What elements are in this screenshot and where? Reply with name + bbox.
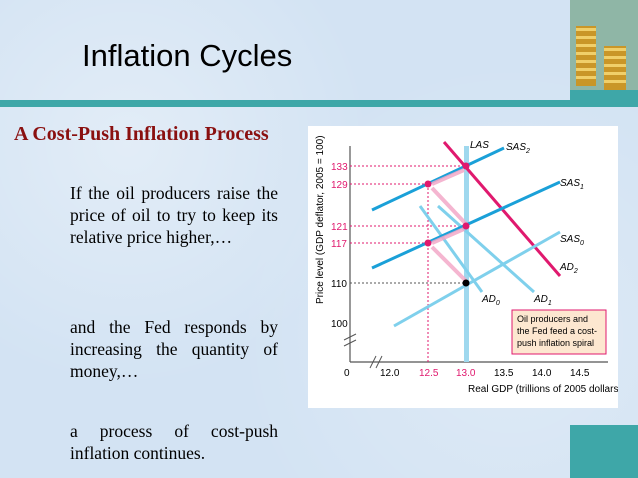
y-tick-133: 133: [331, 162, 348, 173]
paragraph-conclusion: a process of cost-push inflation continu…: [70, 421, 278, 463]
coin-stack-left: [576, 26, 596, 86]
note-line-3: push inflation spiral: [517, 338, 594, 348]
ad0-curve: [418, 205, 484, 293]
las-label: LAS: [470, 140, 489, 151]
ad1-label: AD1: [533, 294, 552, 307]
y-tick-129: 129: [331, 180, 348, 191]
x-axis-break: [369, 355, 383, 369]
equilibrium-point-initial: [462, 279, 470, 287]
y-tick-110: 110: [331, 279, 347, 290]
x-tick-13-0: 13.0: [456, 368, 476, 379]
ad2-label: AD2: [559, 262, 578, 275]
y-tick-117: 117: [331, 239, 347, 250]
note-line-1: Oil producers and: [517, 314, 588, 324]
sas0-curve: [393, 230, 561, 328]
y-axis-break: [343, 333, 357, 347]
svg-text:Oil producers and the: Oil producers and the Fed feed a cost- p…: [517, 314, 600, 348]
x-tick-12-0: 12.0: [380, 368, 400, 379]
x-axis-label: Real GDP (trillions of 2005 dollars): [468, 384, 618, 395]
x-tick-14-0: 14.0: [532, 368, 552, 379]
sas1-label: SAS1: [560, 178, 584, 191]
title-divider: [0, 100, 570, 107]
cost-push-diagram: Price level (GDP deflator, 2005 = 100) L…: [308, 126, 622, 408]
equilibrium-point-133: [462, 162, 470, 170]
guide-lines: [350, 165, 466, 362]
sas2-curve: [371, 146, 505, 212]
y-tick-121: 121: [331, 222, 348, 233]
ad1-curve: [436, 204, 536, 294]
sas0-label: SAS0: [560, 234, 584, 247]
slide-title: Inflation Cycles: [82, 38, 293, 73]
note-line-2: the Fed feed a cost-: [517, 326, 597, 336]
coin-stack-right: [604, 46, 626, 90]
equilibrium-point-121: [462, 222, 470, 230]
paragraph-oil-producers: If the oil producers raise the price of …: [70, 183, 278, 247]
x-tick-14-5: 14.5: [570, 368, 590, 379]
x-tick-12-5: 12.5: [419, 368, 439, 379]
coin-stacks-image: [570, 0, 638, 107]
paragraph-fed-response: and the Fed responds by increasing the q…: [70, 317, 278, 381]
corner-band-bottom: [570, 425, 638, 478]
slide-subtitle: A Cost-Push Inflation Process: [14, 123, 269, 145]
equilibrium-point-129: [424, 180, 432, 188]
x-tick-13-5: 13.5: [494, 368, 514, 379]
y-axis-label: Price level (GDP deflator, 2005 = 100): [315, 135, 326, 304]
spiral-note: Oil producers and the Fed feed a cost- p…: [511, 309, 607, 355]
sas2-label: SAS2: [506, 142, 530, 155]
ad0-label: AD0: [481, 294, 500, 307]
spiral-arrows: [430, 168, 468, 283]
equilibrium-point-117: [424, 239, 432, 247]
y-tick-100: 100: [331, 319, 348, 330]
x-tick-0: 0: [344, 368, 350, 379]
las-curve: [464, 146, 469, 362]
